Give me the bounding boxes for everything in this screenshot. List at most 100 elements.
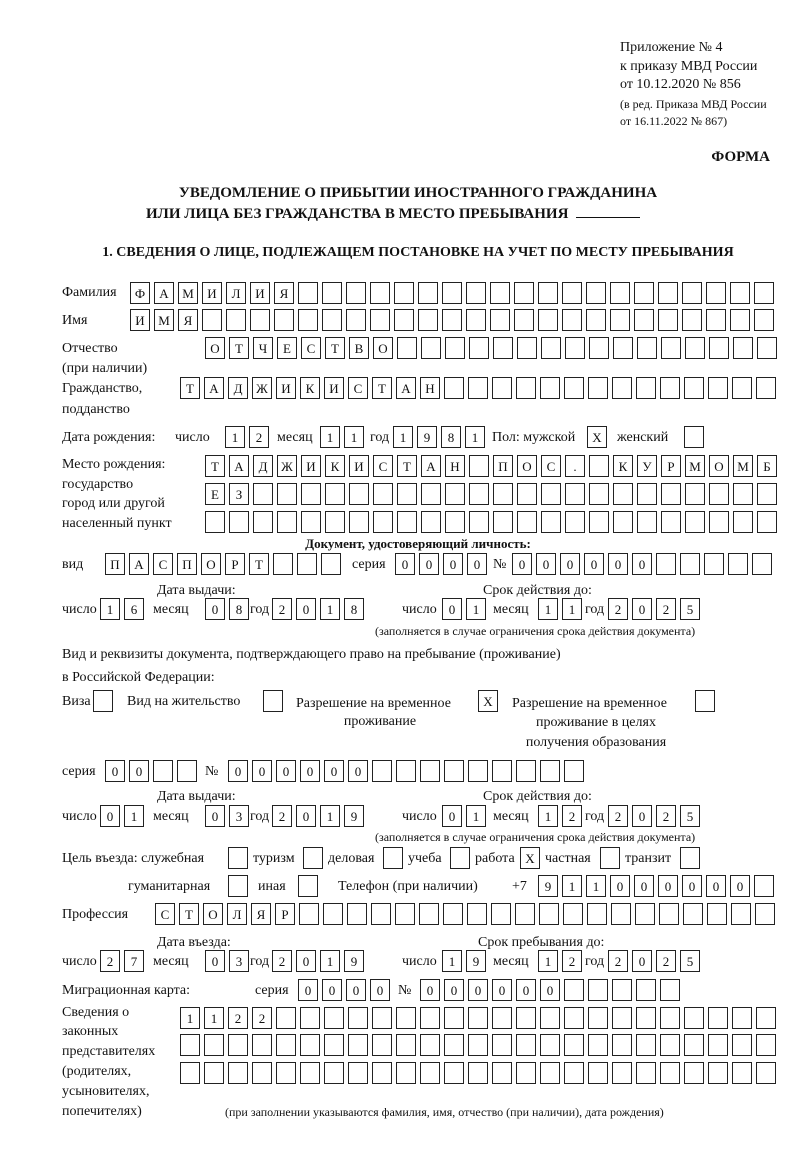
char-cell[interactable]: Р (275, 903, 295, 925)
char-cell[interactable] (756, 1007, 776, 1029)
char-cell[interactable] (347, 903, 367, 925)
char-cell[interactable]: 2 (608, 598, 628, 620)
char-cell[interactable]: 2 (272, 805, 292, 827)
char-cell[interactable] (228, 1034, 248, 1056)
char-cell[interactable]: И (202, 282, 222, 304)
char-cell[interactable] (229, 511, 249, 533)
char-cell[interactable]: Т (180, 377, 200, 399)
char-cell[interactable]: 1 (562, 875, 582, 897)
char-cell[interactable] (683, 903, 703, 925)
char-cell[interactable] (277, 511, 297, 533)
char-cell[interactable] (493, 511, 513, 533)
char-cell[interactable] (732, 1062, 752, 1084)
char-cell[interactable] (180, 1062, 200, 1084)
char-cell[interactable]: 6 (124, 598, 144, 620)
char-cell[interactable] (752, 553, 772, 575)
char-cell[interactable]: К (325, 455, 345, 477)
char-cell[interactable]: 0 (395, 553, 415, 575)
char-cell[interactable] (348, 1034, 368, 1056)
char-cell[interactable] (636, 1034, 656, 1056)
char-cell[interactable]: Я (178, 309, 198, 331)
char-cell[interactable] (468, 377, 488, 399)
char-cell[interactable]: 1 (562, 598, 582, 620)
char-cell[interactable]: К (613, 455, 633, 477)
char-cell[interactable]: О (373, 337, 393, 359)
purpose-work-checkbox[interactable]: X (520, 847, 540, 869)
char-cell[interactable]: 8 (229, 598, 249, 620)
char-cell[interactable]: З (229, 483, 249, 505)
char-cell[interactable] (613, 483, 633, 505)
char-cell[interactable] (396, 1034, 416, 1056)
char-cell[interactable] (468, 1062, 488, 1084)
char-cell[interactable]: 0 (129, 760, 149, 782)
char-cell[interactable]: М (685, 455, 705, 477)
char-cell[interactable] (708, 1062, 728, 1084)
char-cell[interactable] (754, 282, 774, 304)
char-cell[interactable] (466, 309, 486, 331)
char-cell[interactable]: 8 (344, 598, 364, 620)
char-cell[interactable]: Е (205, 483, 225, 505)
char-cell[interactable]: 0 (512, 553, 532, 575)
char-cell[interactable] (516, 1062, 536, 1084)
char-cell[interactable]: 2 (656, 598, 676, 620)
char-cell[interactable] (538, 309, 558, 331)
char-cell[interactable] (659, 903, 679, 925)
char-cell[interactable] (322, 309, 342, 331)
char-cell[interactable] (636, 377, 656, 399)
char-cell[interactable] (733, 511, 753, 533)
purpose-other-checkbox[interactable] (298, 875, 318, 897)
char-cell[interactable] (469, 511, 489, 533)
char-cell[interactable] (321, 553, 341, 575)
edu-permit-checkbox[interactable] (695, 690, 715, 712)
char-cell[interactable] (383, 847, 403, 869)
char-cell[interactable] (277, 483, 297, 505)
char-cell[interactable] (396, 1007, 416, 1029)
char-cell[interactable] (563, 903, 583, 925)
char-cell[interactable]: 2 (249, 426, 269, 448)
char-cell[interactable] (253, 483, 273, 505)
char-cell[interactable] (515, 903, 535, 925)
char-cell[interactable]: 0 (682, 875, 702, 897)
char-cell[interactable] (299, 903, 319, 925)
char-cell[interactable]: А (204, 377, 224, 399)
char-cell[interactable] (370, 282, 390, 304)
char-cell[interactable] (153, 760, 173, 782)
char-cell[interactable] (637, 511, 657, 533)
char-cell[interactable] (346, 282, 366, 304)
char-cell[interactable] (682, 309, 702, 331)
char-cell[interactable] (613, 337, 633, 359)
char-cell[interactable] (684, 1007, 704, 1029)
char-cell[interactable] (297, 553, 317, 575)
char-cell[interactable] (757, 483, 777, 505)
visa-checkbox[interactable] (93, 690, 113, 712)
char-cell[interactable] (396, 760, 416, 782)
char-cell[interactable]: О (709, 455, 729, 477)
char-cell[interactable]: 1 (180, 1007, 200, 1029)
char-cell[interactable] (636, 979, 656, 1001)
char-cell[interactable] (469, 337, 489, 359)
sex-male-checkbox[interactable]: X (587, 426, 607, 448)
char-cell[interactable] (565, 511, 585, 533)
char-cell[interactable] (706, 282, 726, 304)
char-cell[interactable]: 0 (300, 760, 320, 782)
char-cell[interactable]: Ж (277, 455, 297, 477)
char-cell[interactable]: И (250, 282, 270, 304)
char-cell[interactable] (276, 1062, 296, 1084)
char-cell[interactable] (539, 903, 559, 925)
char-cell[interactable] (685, 483, 705, 505)
char-cell[interactable]: У (637, 455, 657, 477)
char-cell[interactable] (274, 309, 294, 331)
char-cell[interactable]: 0 (324, 760, 344, 782)
char-cell[interactable] (443, 903, 463, 925)
char-cell[interactable] (298, 282, 318, 304)
char-cell[interactable]: Б (757, 455, 777, 477)
char-cell[interactable]: Т (372, 377, 392, 399)
char-cell[interactable] (658, 309, 678, 331)
char-cell[interactable] (562, 282, 582, 304)
